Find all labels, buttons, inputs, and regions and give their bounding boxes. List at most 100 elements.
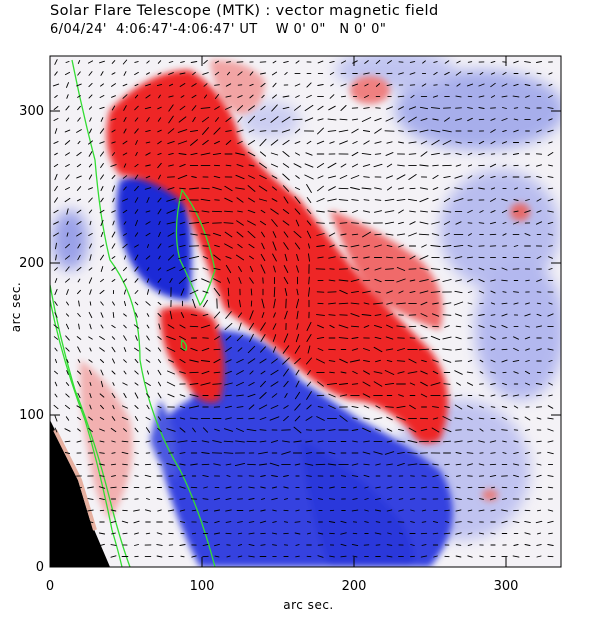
vector-dash [421, 83, 427, 87]
vector-dash [236, 428, 244, 432]
vector-dash [502, 233, 507, 236]
vector-dash [305, 152, 313, 156]
vector-dash [99, 440, 105, 443]
vector-dash [178, 256, 187, 259]
vector-dash [89, 347, 92, 352]
vector-dash [237, 116, 243, 123]
vector-dash [444, 232, 450, 237]
vector-dash [77, 381, 81, 387]
vector-dash [340, 532, 347, 535]
vector-dash [246, 428, 257, 432]
vector-dash [134, 174, 139, 180]
vector-dash [99, 128, 105, 134]
vector-dash [306, 82, 312, 88]
vector-dash [512, 463, 520, 466]
vector-dash [386, 290, 393, 294]
vector-dash [374, 336, 382, 340]
vector-dash [157, 381, 162, 387]
vector-dash [316, 336, 325, 340]
vector-dash [306, 140, 312, 145]
vector-dash [316, 314, 325, 316]
vector-dash [110, 427, 117, 433]
vector-dash [237, 71, 243, 76]
vector-dash [167, 140, 175, 145]
vector-dash [202, 127, 209, 135]
vector-dash [306, 381, 312, 387]
vector-dash [375, 521, 381, 523]
vector-dash [88, 427, 93, 433]
vector-dash [421, 359, 427, 363]
vector-dash [212, 383, 222, 385]
vector-dash [258, 198, 268, 202]
vector-dash [328, 302, 336, 305]
vector-dash [87, 555, 94, 558]
vector-dash [248, 532, 255, 535]
vector-dash [478, 417, 485, 420]
vector-dash [270, 116, 279, 123]
vector-dash [259, 220, 267, 226]
vector-dash [169, 278, 173, 283]
vector-dash [134, 163, 139, 168]
vector-dash [122, 532, 128, 535]
vector-dash [385, 348, 394, 351]
vector-dash [454, 440, 463, 443]
vector-dash [501, 198, 508, 202]
vector-dash [317, 60, 324, 64]
vector-dash [156, 83, 163, 87]
vector-dash [501, 279, 508, 282]
vector-dash [225, 164, 232, 167]
vector-dash [225, 394, 232, 397]
vector-dash [306, 94, 312, 99]
vector-dash [224, 322, 233, 331]
vector-dash [490, 406, 496, 408]
vector-dash [328, 429, 336, 431]
vector-dash [478, 463, 485, 466]
vector-dash [282, 185, 290, 192]
vector-dash [122, 198, 128, 202]
vector-dash [134, 232, 139, 237]
vector-dash [340, 543, 347, 547]
vector-dash [191, 105, 197, 111]
vector-dash [513, 291, 519, 293]
vector-dash [512, 359, 520, 363]
vector-dash [513, 221, 519, 225]
vector-dash [224, 185, 233, 192]
vector-dash [99, 417, 105, 420]
vector-dash [467, 509, 473, 512]
vector-dash [225, 486, 232, 489]
vector-dash [282, 209, 290, 214]
vector-dash [53, 463, 59, 466]
vector-dash [525, 382, 530, 386]
vector-dash [77, 140, 81, 145]
vector-dash [88, 106, 93, 110]
y-tick-label: 300 [19, 104, 44, 119]
vector-dash [225, 83, 232, 87]
vector-dash [361, 117, 372, 122]
vector-dash [202, 313, 209, 317]
vector-dash [442, 336, 452, 340]
vector-dash [536, 61, 542, 63]
vector-dash [339, 140, 348, 145]
vector-dash [479, 371, 484, 374]
vector-dash [407, 463, 418, 466]
vector-dash [201, 116, 210, 123]
vector-dash [502, 72, 507, 75]
vector-dash [111, 440, 116, 443]
vector-dash [168, 244, 174, 248]
vector-dash [112, 404, 115, 410]
vector-dash [223, 440, 234, 443]
vector-dash [271, 358, 278, 364]
vector-dash [236, 334, 244, 342]
vector-dash [547, 417, 554, 420]
vector-dash [134, 416, 139, 421]
vector-dash [54, 301, 58, 306]
vector-dash [134, 347, 139, 352]
vector-dash [134, 290, 139, 294]
vector-dash [326, 382, 338, 386]
vector-dash [513, 118, 519, 121]
vector-dash [270, 369, 279, 376]
vector-dash [145, 486, 151, 489]
vector-dash [237, 95, 243, 98]
vector-dash [213, 358, 221, 364]
vector-dash [479, 405, 484, 409]
